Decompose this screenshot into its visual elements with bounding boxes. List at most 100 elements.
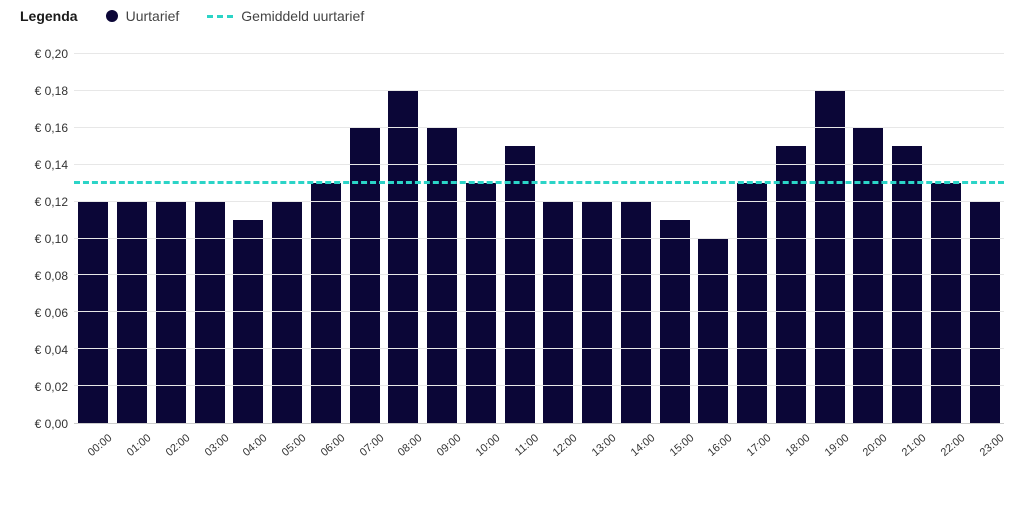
x-slot: 05:00	[268, 426, 307, 472]
x-slot: 14:00	[617, 426, 656, 472]
bar[interactable]	[388, 91, 418, 423]
bars-container	[74, 54, 1004, 423]
bar[interactable]	[698, 239, 728, 424]
x-slot: 19:00	[810, 426, 849, 472]
bar-slot	[772, 54, 811, 423]
y-tick-label: € 0,16	[35, 121, 68, 135]
x-tick-label: 16:00	[706, 432, 735, 459]
x-slot: 18:00	[772, 426, 811, 472]
bar[interactable]	[233, 220, 263, 423]
x-tick-label: 00:00	[86, 432, 115, 459]
x-tick-label: 01:00	[125, 432, 154, 459]
bar-slot	[384, 54, 423, 423]
x-tick-label: 20:00	[861, 432, 890, 459]
legend: Legenda Uurtarief Gemiddeld uurtarief	[20, 8, 1004, 24]
x-tick-label: 14:00	[629, 432, 658, 459]
x-slot: 13:00	[578, 426, 617, 472]
circle-icon	[106, 10, 118, 22]
x-tick-label: 22:00	[939, 432, 968, 459]
legend-item-gemiddeld[interactable]: Gemiddeld uurtarief	[207, 8, 364, 24]
bar[interactable]	[427, 128, 457, 423]
bar-slot	[462, 54, 501, 423]
bar[interactable]	[776, 146, 806, 423]
x-slot: 21:00	[888, 426, 927, 472]
x-tick-label: 19:00	[822, 432, 851, 459]
bar-slot	[965, 54, 1004, 423]
bar[interactable]	[815, 91, 845, 423]
bar[interactable]	[931, 183, 961, 423]
gridline	[74, 201, 1004, 202]
bar-slot	[694, 54, 733, 423]
bar-slot	[578, 54, 617, 423]
x-tick-label: 07:00	[357, 432, 386, 459]
legend-item-label: Gemiddeld uurtarief	[241, 8, 364, 24]
x-tick-label: 17:00	[745, 432, 774, 459]
x-tick-label: 10:00	[474, 432, 503, 459]
bar[interactable]	[892, 146, 922, 423]
x-slot: 10:00	[462, 426, 501, 472]
x-tick-label: 09:00	[435, 432, 464, 459]
x-slot: 03:00	[190, 426, 229, 472]
x-slot: 02:00	[152, 426, 191, 472]
y-tick-label: € 0,04	[35, 343, 68, 357]
plot-area	[74, 54, 1004, 424]
x-tick-label: 11:00	[513, 432, 541, 458]
bar[interactable]	[505, 146, 535, 423]
x-slot: 22:00	[927, 426, 966, 472]
legend-item-uurtarief[interactable]: Uurtarief	[106, 8, 180, 24]
x-slot: 12:00	[539, 426, 578, 472]
y-tick-label: € 0,08	[35, 269, 68, 283]
x-slot: 01:00	[113, 426, 152, 472]
x-slot: 23:00	[965, 426, 1004, 472]
bar[interactable]	[737, 183, 767, 423]
bar[interactable]	[350, 128, 380, 423]
x-slot: 06:00	[307, 426, 346, 472]
bar[interactable]	[466, 183, 496, 423]
y-tick-label: € 0,00	[35, 417, 68, 431]
x-tick-label: 21:00	[900, 432, 929, 459]
y-axis: € 0,00€ 0,02€ 0,04€ 0,06€ 0,08€ 0,10€ 0,…	[20, 54, 74, 424]
gridline	[74, 90, 1004, 91]
bar[interactable]	[660, 220, 690, 423]
legend-item-label: Uurtarief	[126, 8, 180, 24]
y-tick-label: € 0,14	[35, 158, 68, 172]
bar-slot	[810, 54, 849, 423]
x-tick-label: 05:00	[280, 432, 309, 459]
x-slot: 07:00	[345, 426, 384, 472]
x-slot: 15:00	[655, 426, 694, 472]
bar-slot	[500, 54, 539, 423]
y-tick-label: € 0,20	[35, 47, 68, 61]
x-tick-label: 08:00	[396, 432, 425, 459]
gridline	[74, 348, 1004, 349]
bar-slot	[113, 54, 152, 423]
x-tick-label: 04:00	[241, 432, 270, 459]
y-tick-label: € 0,10	[35, 232, 68, 246]
x-slot: 17:00	[733, 426, 772, 472]
x-slot: 11:00	[500, 426, 539, 472]
y-tick-label: € 0,06	[35, 306, 68, 320]
bar-slot	[345, 54, 384, 423]
x-slot: 04:00	[229, 426, 268, 472]
gridline	[74, 164, 1004, 165]
bar-slot	[423, 54, 462, 423]
bar-slot	[888, 54, 927, 423]
x-tick-label: 18:00	[784, 432, 813, 459]
bar-slot	[617, 54, 656, 423]
x-tick-label: 15:00	[667, 432, 696, 459]
bar[interactable]	[853, 128, 883, 423]
x-tick-label: 23:00	[977, 432, 1006, 459]
x-tick-label: 03:00	[202, 432, 231, 459]
x-slot: 09:00	[423, 426, 462, 472]
bar-slot	[190, 54, 229, 423]
bar-slot	[539, 54, 578, 423]
bar-slot	[268, 54, 307, 423]
gridline	[74, 385, 1004, 386]
hourly-rate-chart: € 0,00€ 0,02€ 0,04€ 0,06€ 0,08€ 0,10€ 0,…	[20, 54, 1004, 474]
bar[interactable]	[311, 183, 341, 423]
bar-slot	[655, 54, 694, 423]
gridline	[74, 238, 1004, 239]
legend-title: Legenda	[20, 8, 78, 24]
gridline	[74, 127, 1004, 128]
bar-slot	[307, 54, 346, 423]
gridline	[74, 53, 1004, 54]
